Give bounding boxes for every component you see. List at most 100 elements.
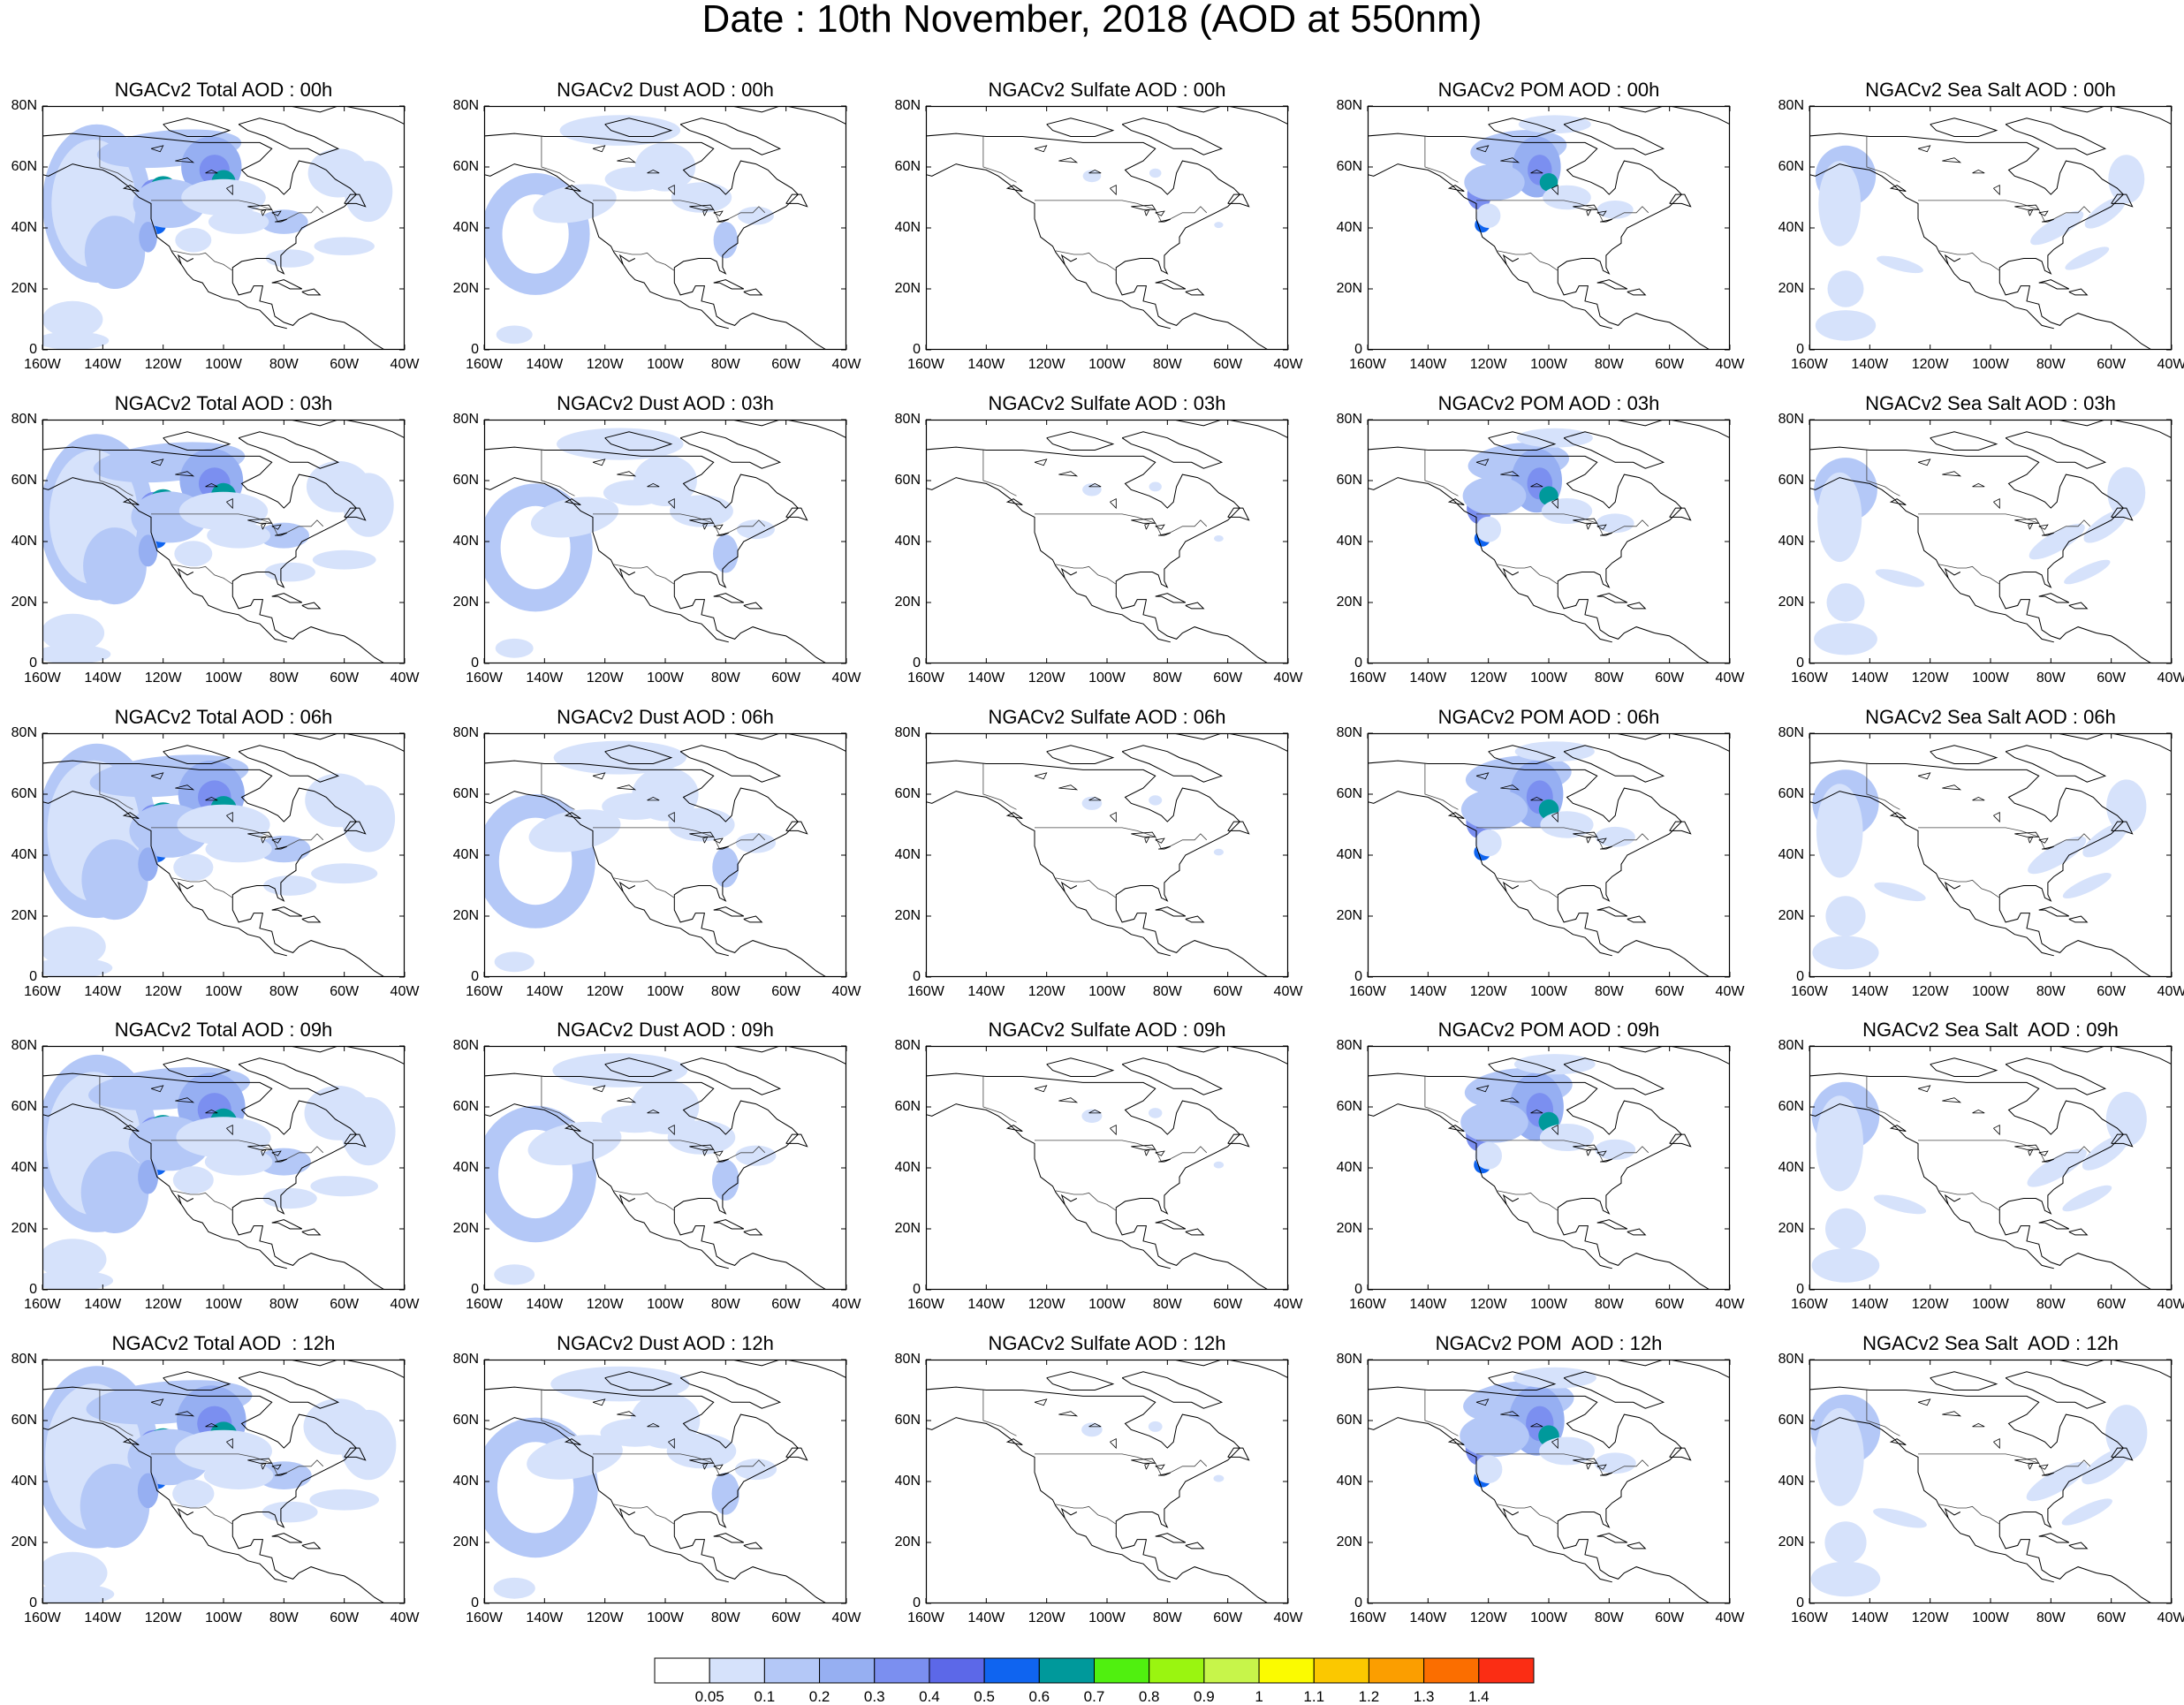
lake-outline xyxy=(1993,185,2000,196)
lake-outline xyxy=(1155,524,1165,530)
x-tick-label: 100W xyxy=(647,1610,684,1625)
x-tick-label: 60W xyxy=(1655,671,1685,686)
x-tick-label: 40W xyxy=(390,671,420,686)
coastline xyxy=(1809,791,2054,957)
aod-patch xyxy=(533,184,617,224)
coastline xyxy=(785,821,808,835)
lake-outline xyxy=(1596,837,1607,844)
x-tick-label: 60W xyxy=(330,1610,360,1625)
y-tick-label: 80N xyxy=(894,98,921,113)
x-tick-label: 80W xyxy=(1152,1610,1182,1625)
x-tick-label: 120W xyxy=(586,671,624,686)
coastline xyxy=(1368,760,1711,977)
aod-patch xyxy=(1514,741,1595,762)
x-tick-label: 140W xyxy=(1409,1610,1447,1625)
coastline xyxy=(1227,733,1288,753)
lake-outline xyxy=(1058,157,1079,163)
lake-outline xyxy=(1475,1398,1490,1406)
y-tick-label: 0 xyxy=(913,655,921,671)
coastline xyxy=(344,193,367,208)
x-tick-label: 120W xyxy=(1911,357,1949,372)
x-tick-label: 60W xyxy=(771,357,801,372)
x-tick-label: 160W xyxy=(1349,1297,1386,1312)
x-tick-label: 120W xyxy=(1469,1297,1507,1312)
x-tick-label: 160W xyxy=(24,1610,61,1625)
coastline xyxy=(1488,1057,1557,1077)
colorbar-bin xyxy=(1478,1657,1535,1684)
colorbar-label: 1.3 xyxy=(1413,1688,1435,1705)
y-tick-label: 40N xyxy=(11,847,37,862)
y-tick-label: 0 xyxy=(29,655,37,671)
aod-patch xyxy=(527,1121,622,1166)
lake-outline xyxy=(617,157,637,163)
figure-title: Date : 10th November, 2018 (AOD at 550nm… xyxy=(701,0,1483,41)
aod-patch xyxy=(42,644,111,663)
aod-patch xyxy=(138,1160,159,1194)
y-tick-label: 20N xyxy=(1336,595,1362,610)
border-line xyxy=(613,250,675,271)
lake-outline xyxy=(1144,522,1150,530)
border-line xyxy=(1497,1504,1558,1525)
border-line xyxy=(613,877,675,898)
y-tick-label: 80N xyxy=(894,412,921,427)
coastline xyxy=(1060,1194,1078,1205)
lake-outline xyxy=(2042,1158,2054,1163)
x-tick-label: 60W xyxy=(1655,1610,1685,1625)
coastline xyxy=(1447,498,1465,506)
x-tick-label: 80W xyxy=(710,1610,740,1625)
lake-outline xyxy=(1972,482,1985,488)
coastline xyxy=(177,1507,194,1519)
lake-outline xyxy=(2014,518,2040,524)
coastline xyxy=(271,593,303,603)
coastline xyxy=(1627,915,1647,923)
lake-outline xyxy=(1530,1422,1543,1428)
coastline xyxy=(1502,1507,1520,1519)
coastline xyxy=(42,1417,287,1583)
aod-patch xyxy=(311,863,378,884)
lake-outline xyxy=(2038,1464,2049,1470)
lake-outline xyxy=(617,1097,637,1103)
coastline xyxy=(1447,1438,1465,1446)
lake-outline xyxy=(1155,837,1165,844)
x-tick-label: 80W xyxy=(1594,984,1624,999)
y-tick-label: 0 xyxy=(471,342,479,357)
aod-patch xyxy=(42,1583,115,1603)
x-tick-label: 160W xyxy=(466,1610,503,1625)
aod-patch xyxy=(494,951,535,973)
coastline xyxy=(163,431,231,451)
coastline xyxy=(1889,498,1907,506)
x-tick-label: 80W xyxy=(1152,357,1182,372)
x-tick-label: 100W xyxy=(1972,357,2009,372)
y-tick-label: 80N xyxy=(452,1038,479,1053)
x-tick-label: 40W xyxy=(2157,984,2184,999)
lake-outline xyxy=(617,784,637,791)
coastline xyxy=(1502,254,1520,265)
coastline xyxy=(2057,733,2107,740)
lake-outline xyxy=(1058,1097,1079,1103)
x-tick-label: 60W xyxy=(1655,357,1685,372)
coastline xyxy=(2038,593,2070,603)
x-tick-label: 120W xyxy=(144,671,182,686)
aod-patch xyxy=(174,541,213,567)
lake-outline xyxy=(1551,498,1558,510)
coastline xyxy=(1563,431,1665,469)
panel-title: NGACv2 Dust AOD : 09h xyxy=(557,1019,774,1041)
border-line xyxy=(1866,1076,1900,1123)
coastline xyxy=(564,1438,581,1446)
coastline xyxy=(1121,117,1224,155)
x-tick-label: 80W xyxy=(269,984,299,999)
y-tick-label: 20N xyxy=(1336,281,1362,296)
x-tick-label: 100W xyxy=(647,357,684,372)
coastline xyxy=(618,1507,636,1519)
aod-map-dust xyxy=(483,732,847,978)
x-tick-label: 160W xyxy=(24,357,61,372)
y-tick-label: 80N xyxy=(1336,725,1362,740)
colorbar-bin xyxy=(1368,1657,1425,1684)
panel-title: NGACv2 Dust AOD : 03h xyxy=(557,392,774,414)
lake-outline xyxy=(1573,1458,1598,1464)
x-tick-label: 140W xyxy=(967,1610,1005,1625)
y-tick-label: 40N xyxy=(11,534,37,549)
coastline xyxy=(1185,1542,1205,1550)
colorbar-label: 0.2 xyxy=(808,1688,830,1705)
aod-patch xyxy=(1081,1422,1103,1437)
